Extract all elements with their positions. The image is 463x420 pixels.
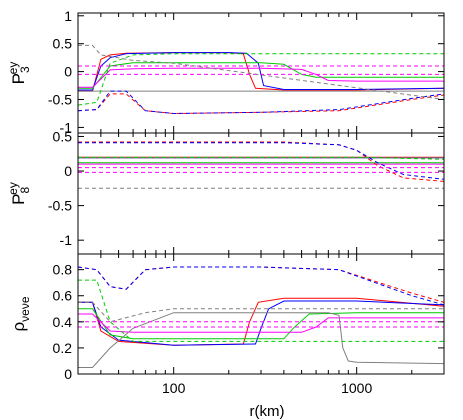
series-line (78, 67, 444, 88)
series-line (78, 53, 444, 106)
series-group (78, 266, 444, 368)
x-tick-label: 1000 (341, 380, 372, 396)
y-tick-label: -1 (60, 119, 73, 135)
x-axis-label: r(km) (250, 403, 285, 420)
y-tick-label: 0.8 (53, 262, 73, 278)
x-tick-label: 100 (162, 380, 186, 396)
series-line (78, 62, 444, 89)
panel-3: 0 0.2 0.4 0.6 0.8 ρνeνe 100 1000 r(km) (9, 253, 445, 420)
y-tick-label: -0.5 (48, 92, 72, 108)
y-axis-label-sub: 3 (18, 66, 32, 73)
series-line (78, 266, 444, 303)
y-axis-label-sub: νeνe (18, 296, 32, 322)
y-axis-label-main: P (9, 194, 28, 205)
series-line (78, 301, 444, 323)
series-line (78, 141, 444, 182)
y-tick-label: 0 (64, 64, 72, 80)
series-line (78, 312, 444, 368)
y-tick-label: 0.2 (53, 340, 73, 356)
y-axis-label-sup: ey (6, 182, 20, 195)
series-group (78, 141, 444, 189)
series-line (78, 44, 444, 100)
series-line (78, 156, 444, 160)
series-group (78, 44, 444, 115)
series-line (78, 52, 444, 92)
y-tick-label: -1 (60, 232, 73, 248)
series-line (78, 279, 444, 342)
y-axis-label: P8ey (6, 182, 32, 205)
y-axis-label-sup: ey (6, 62, 20, 75)
y-axis-label: P3ey (6, 62, 32, 85)
y-axis-label-main: ρ (9, 322, 28, 332)
y-axis-label-main: P (9, 73, 28, 84)
y-tick-label: 0.5 (53, 36, 73, 52)
series-line (78, 266, 444, 306)
y-tick-label: 0 (64, 366, 72, 382)
y-tick-label: 0.5 (53, 128, 73, 144)
panel-2: -1 -0.5 0 0.5 P8ey (6, 128, 445, 255)
y-tick-label: 0.4 (53, 314, 73, 330)
panel-1: -1 -0.5 0 0.5 1 P3ey (6, 8, 445, 135)
series-line (78, 308, 444, 340)
y-tick-label: 0 (64, 163, 72, 179)
y-tick-label: 0.6 (53, 288, 73, 304)
y-tick-label: -0.5 (48, 198, 72, 214)
y-axis-label: ρνeνe (9, 296, 32, 331)
y-axis-label-sub: 8 (18, 187, 32, 194)
panel-frame (77, 253, 445, 375)
series-line (78, 93, 444, 115)
series-line (78, 313, 444, 333)
y-tick-label: 1 (64, 8, 72, 24)
panel-frame (77, 132, 445, 255)
series-line (78, 52, 444, 91)
series-line (78, 90, 444, 115)
series-line (78, 142, 444, 180)
